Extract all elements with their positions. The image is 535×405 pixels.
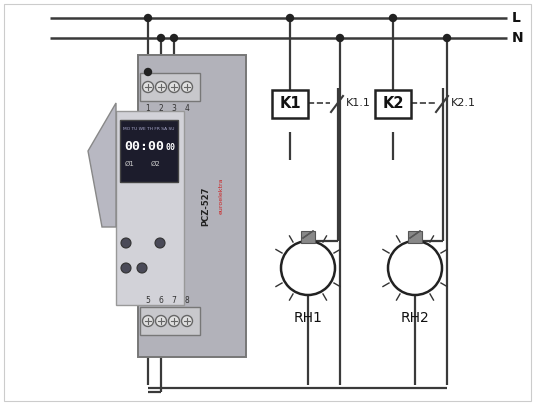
Circle shape bbox=[444, 34, 450, 41]
Text: PCZ-527: PCZ-527 bbox=[202, 186, 210, 226]
Bar bbox=[301, 231, 315, 243]
Circle shape bbox=[121, 238, 131, 248]
Circle shape bbox=[142, 315, 154, 326]
Text: 1: 1 bbox=[146, 104, 150, 113]
Text: K2.1: K2.1 bbox=[451, 98, 476, 108]
Text: Ø1: Ø1 bbox=[125, 161, 135, 167]
Circle shape bbox=[281, 241, 335, 295]
Circle shape bbox=[181, 81, 193, 92]
Text: RH1: RH1 bbox=[294, 311, 323, 325]
Circle shape bbox=[121, 263, 131, 273]
Bar bbox=[116, 111, 184, 305]
Text: 2: 2 bbox=[158, 104, 163, 113]
Text: euroelektra: euroelektra bbox=[218, 178, 224, 214]
Circle shape bbox=[388, 241, 442, 295]
Bar bbox=[408, 231, 422, 243]
Text: 00:00: 00:00 bbox=[124, 141, 164, 153]
Bar bbox=[375, 90, 411, 118]
Text: K2: K2 bbox=[382, 96, 404, 111]
Text: K1: K1 bbox=[279, 96, 301, 111]
Circle shape bbox=[169, 81, 180, 92]
Text: 8: 8 bbox=[185, 296, 189, 305]
Circle shape bbox=[287, 15, 294, 21]
Text: 6: 6 bbox=[158, 296, 163, 305]
Text: 7: 7 bbox=[172, 296, 177, 305]
Text: K1.1: K1.1 bbox=[346, 98, 371, 108]
Bar bbox=[138, 55, 246, 357]
Text: 5: 5 bbox=[146, 296, 150, 305]
Circle shape bbox=[389, 15, 396, 21]
Circle shape bbox=[171, 34, 178, 41]
Circle shape bbox=[157, 34, 164, 41]
Text: RH2: RH2 bbox=[401, 311, 430, 325]
Circle shape bbox=[144, 68, 151, 75]
Text: 3: 3 bbox=[172, 104, 177, 113]
Circle shape bbox=[137, 263, 147, 273]
Circle shape bbox=[144, 15, 151, 21]
Text: 4: 4 bbox=[185, 104, 189, 113]
Polygon shape bbox=[88, 103, 116, 227]
Circle shape bbox=[169, 315, 180, 326]
Circle shape bbox=[156, 315, 166, 326]
Bar bbox=[140, 73, 200, 101]
Circle shape bbox=[142, 81, 154, 92]
Circle shape bbox=[155, 238, 165, 248]
Text: N: N bbox=[512, 31, 524, 45]
Text: 00: 00 bbox=[165, 143, 175, 151]
Text: L: L bbox=[512, 11, 521, 25]
Circle shape bbox=[156, 81, 166, 92]
Bar bbox=[140, 307, 200, 335]
Circle shape bbox=[337, 34, 343, 41]
Text: MO TU WE TH FR SA SU: MO TU WE TH FR SA SU bbox=[123, 127, 175, 131]
Bar bbox=[272, 90, 308, 118]
Text: Ø2: Ø2 bbox=[151, 161, 161, 167]
Bar bbox=[120, 120, 178, 182]
Circle shape bbox=[181, 315, 193, 326]
